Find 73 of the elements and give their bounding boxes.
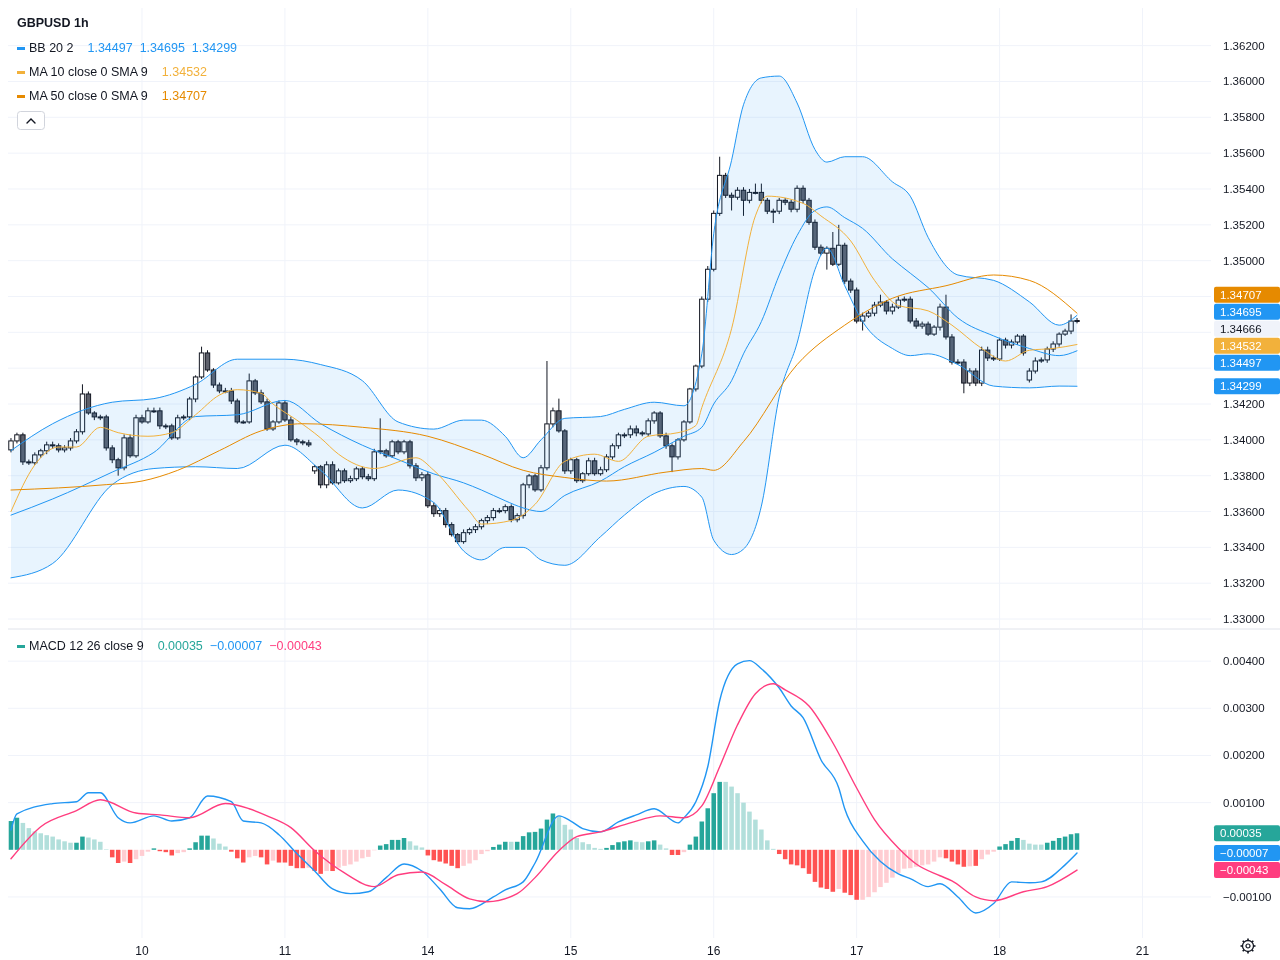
annotation: 0.00035 [157, 639, 203, 653]
bar [121, 849, 127, 862]
bar [1074, 833, 1080, 850]
bar [282, 849, 288, 863]
bar [526, 832, 532, 850]
text: GBPUSD 1h [17, 16, 89, 30]
bar [931, 849, 937, 862]
bar [383, 844, 389, 850]
text: 1.34497 [1220, 356, 1262, 369]
y-tick-label: 1.33200 [1223, 577, 1265, 590]
x-tick-label: 15 [564, 944, 578, 958]
text: 0.00035 [1220, 827, 1262, 840]
text: 1.34695 [1220, 305, 1262, 318]
y-tick-label: 1.33000 [1223, 613, 1265, 626]
annotation: −0.00007 [209, 639, 263, 653]
y-tick-label: 1.33800 [1223, 469, 1265, 482]
annotation: 1.34497 [87, 41, 133, 55]
x-tick-label: 17 [849, 944, 864, 958]
y-tick-label: 1.35400 [1223, 182, 1265, 195]
y-tick-label: 1.33600 [1223, 505, 1265, 518]
y-tick-label: 0.00300 [1223, 702, 1265, 715]
text: 1.34299 [1220, 380, 1262, 393]
y-tick-label: 0.00200 [1223, 749, 1265, 762]
legend-label: BB 20 2 [29, 41, 74, 55]
bar [407, 841, 413, 850]
line-series [10, 247, 1078, 579]
bar [1056, 838, 1062, 850]
annotation: 1.34299 [191, 41, 238, 55]
bar [324, 849, 329, 872]
text: −0.00043 [1220, 864, 1269, 877]
line-series [10, 274, 1078, 491]
x-tick-label: 18 [992, 944, 1007, 958]
bar [276, 849, 282, 863]
bar [520, 836, 526, 850]
y-tick-label: 1.36200 [1223, 39, 1265, 52]
text: 1.34532 [1220, 339, 1262, 352]
bar [645, 841, 651, 850]
y-tick-label: −0.00100 [1223, 890, 1272, 903]
y-tick-label: 1.34200 [1223, 398, 1265, 411]
x-tick-label: 11 [278, 944, 292, 958]
x-tick-label: 14 [421, 944, 435, 958]
annotation: −0.00043 [269, 639, 322, 653]
annotation: 1.34532 [161, 65, 208, 79]
bar [949, 849, 955, 862]
text: 1.34666 [1220, 322, 1262, 335]
y-tick-label: 1.36000 [1223, 75, 1265, 88]
x-tick-label: 16 [707, 944, 721, 958]
y-tick-label: 1.35600 [1223, 147, 1265, 160]
x-tick-label: 10 [135, 944, 149, 958]
y-tick-label: 1.33400 [1223, 541, 1265, 554]
y-tick-label: 1.35200 [1223, 218, 1265, 231]
bar [330, 849, 335, 872]
annotation: 1.34695 [139, 41, 185, 55]
bar [1068, 834, 1074, 850]
line-series [10, 75, 1078, 459]
annotation: 1.34707 [161, 89, 208, 103]
bar [419, 847, 425, 850]
y-tick-label: 1.35800 [1223, 111, 1265, 124]
y-tick-label: 1.35000 [1223, 254, 1265, 267]
bar [699, 821, 705, 850]
x-tick-label: 21 [1135, 944, 1150, 958]
y-tick-label: 0.00400 [1223, 655, 1265, 668]
legend-label: MA 50 close 0 SMA 9 [29, 89, 148, 103]
bar [973, 849, 979, 866]
legend-label: MACD 12 26 close 9 [29, 639, 144, 653]
bar [651, 840, 657, 850]
text: 1.34707 [1220, 288, 1262, 301]
y-tick-label: 0.00100 [1223, 796, 1265, 809]
text: −0.00007 [1220, 847, 1269, 860]
bar [401, 838, 407, 850]
bar [270, 849, 276, 861]
legend-label: MA 10 close 0 SMA 9 [29, 65, 148, 79]
y-tick-label: 1.34000 [1223, 433, 1265, 446]
